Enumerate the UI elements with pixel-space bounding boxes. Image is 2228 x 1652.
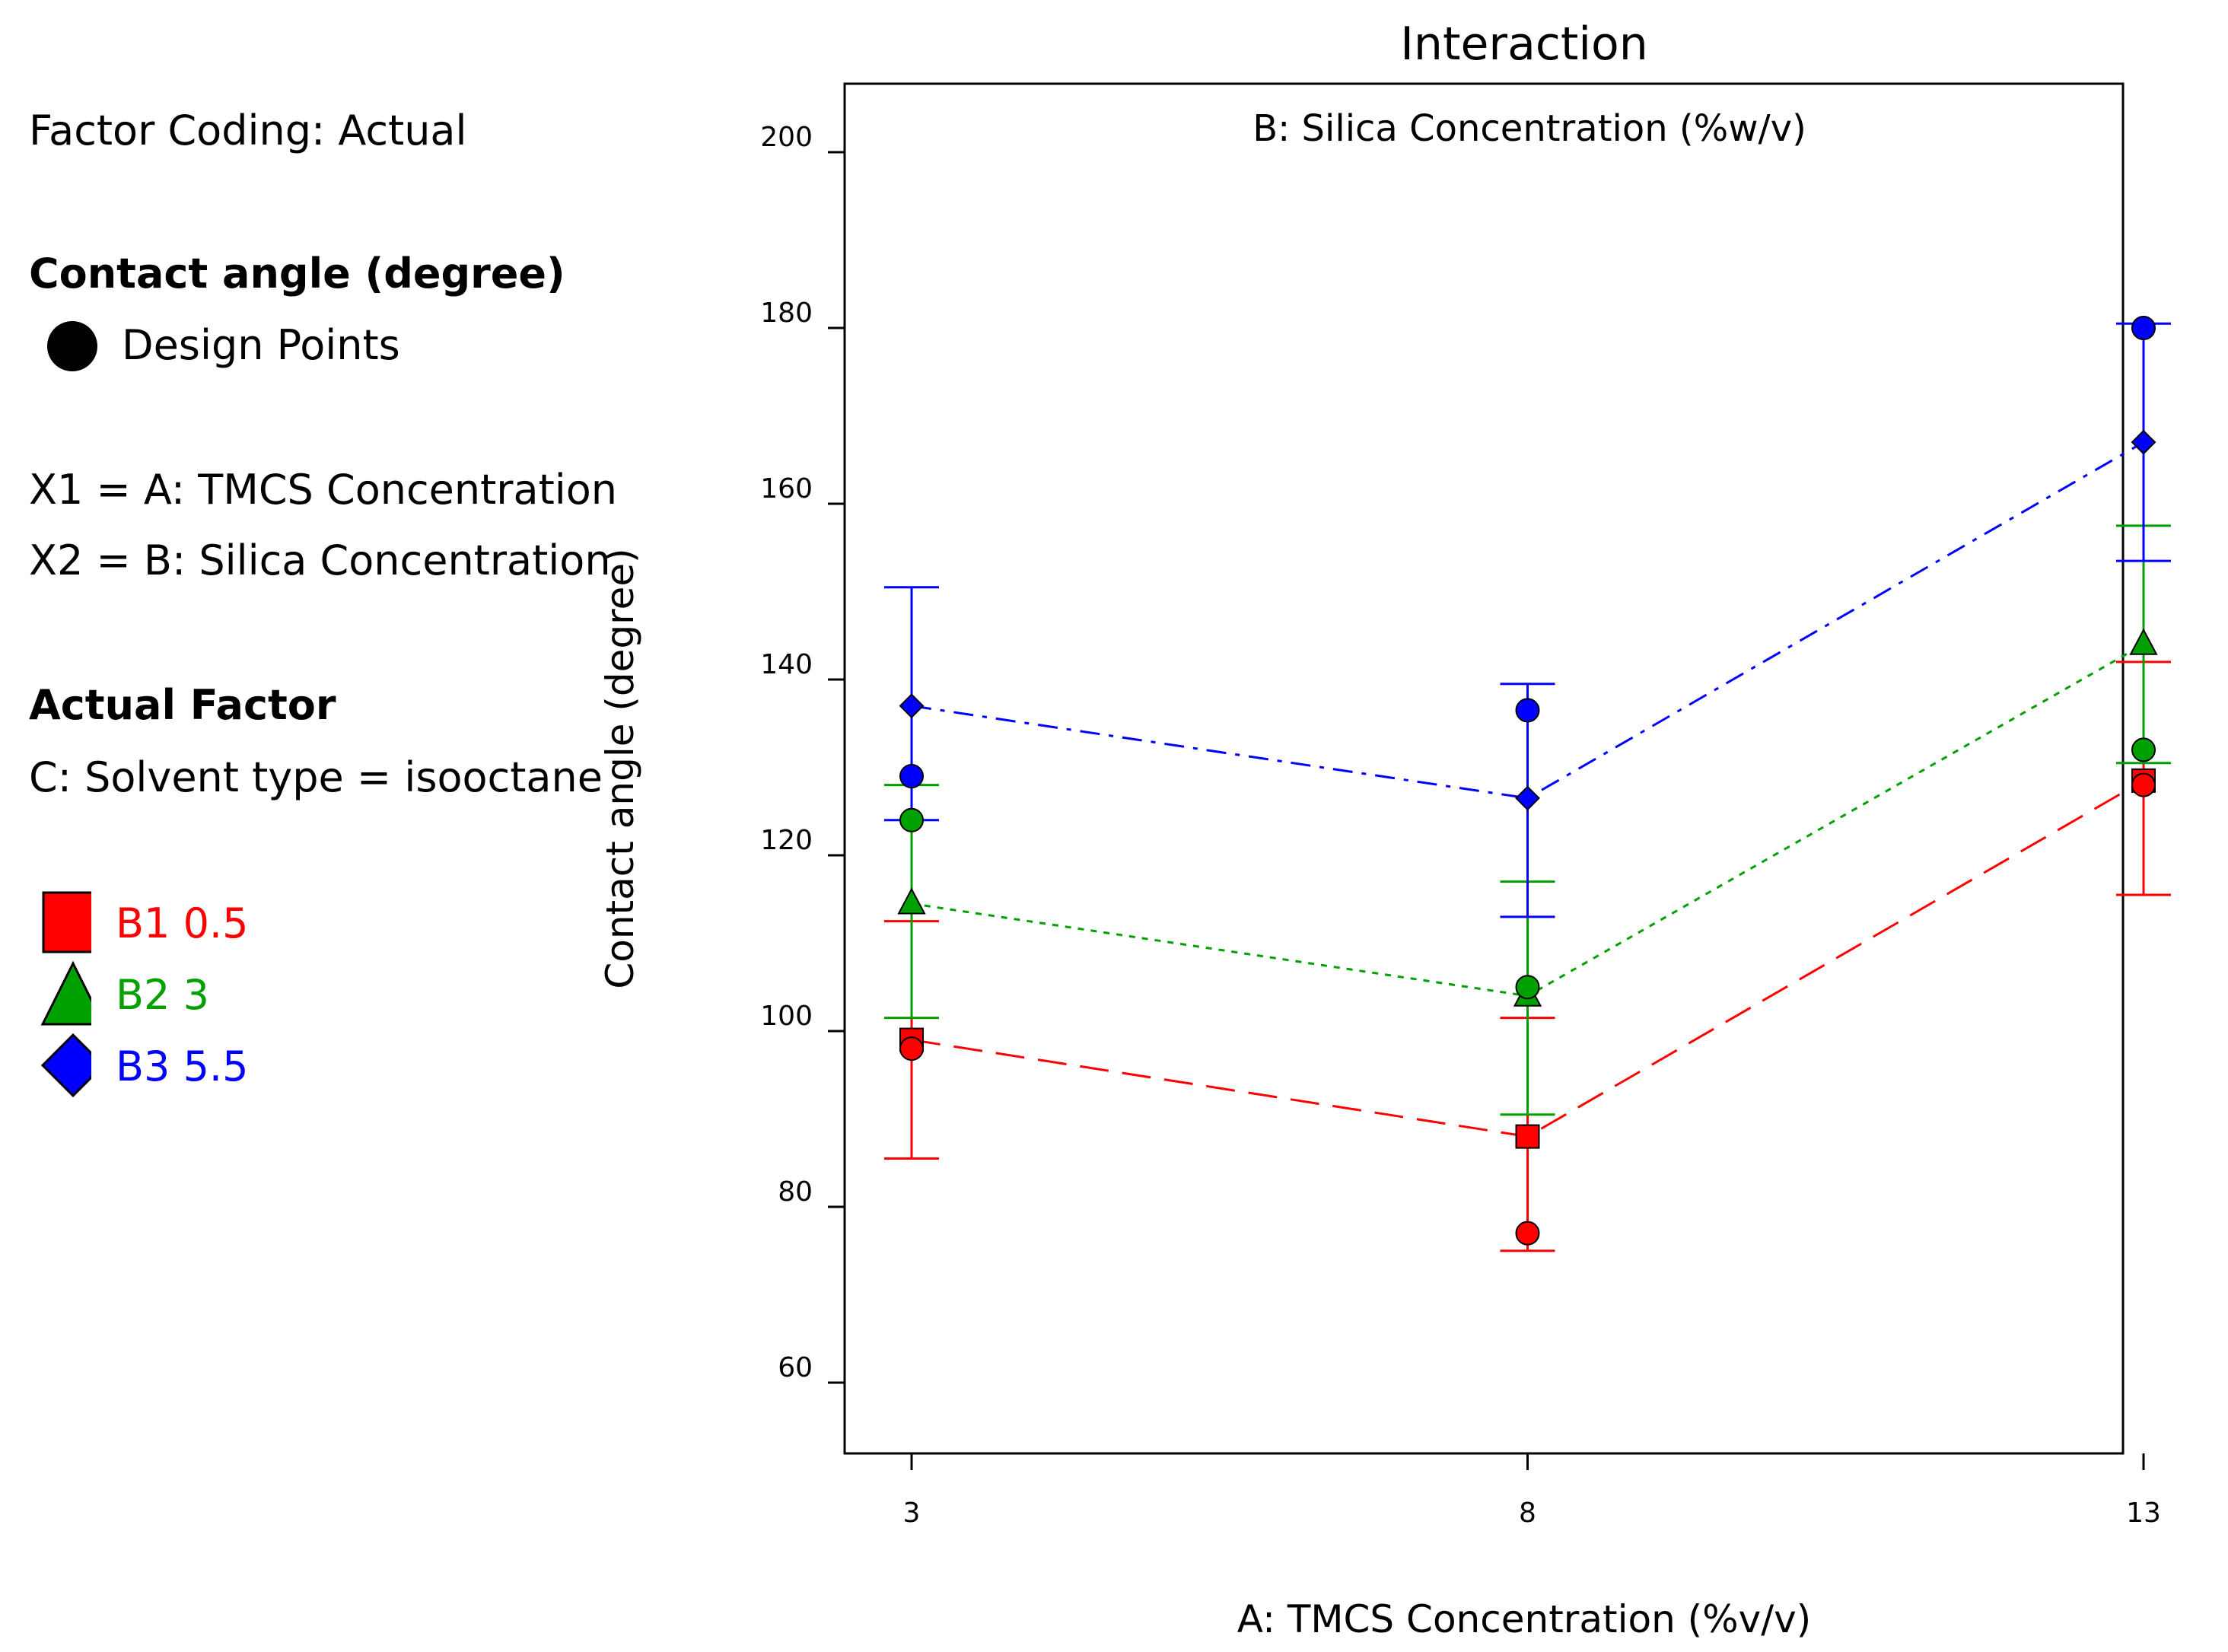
x-tick-label: 8	[1519, 1498, 1536, 1529]
response-title: Contact angle (degree)	[29, 250, 565, 298]
design-point	[899, 764, 924, 789]
x1-label: X1 = A: TMCS Concentration	[29, 466, 618, 514]
y-tick-label: 140	[760, 649, 813, 680]
x-tick-label: 3	[903, 1498, 921, 1529]
y-tick-label: 60	[778, 1352, 813, 1383]
diamond-marker-icon	[40, 1033, 91, 1098]
diamond-marker	[899, 693, 925, 719]
y-tick-label: 180	[760, 298, 813, 329]
design-point	[2131, 737, 2156, 762]
square-marker-icon	[42, 891, 91, 953]
design-point	[2131, 316, 2156, 340]
factor-coding-label: Factor Coding: Actual	[29, 107, 467, 154]
y-tick-label: 120	[760, 825, 813, 856]
y-tick-label: 100	[760, 1001, 813, 1032]
design-points	[899, 316, 2156, 1246]
design-point	[1515, 1221, 1540, 1246]
chart-subtitle: B: Silica Concentration (%w/v)	[1252, 107, 1806, 150]
square-marker	[1515, 1124, 1540, 1149]
diamond-marker	[2131, 429, 2156, 455]
triangle-marker-icon	[40, 960, 91, 1026]
y-tick-label: 80	[778, 1176, 813, 1208]
design-point	[1515, 975, 1540, 1000]
legend-b1-label: B1 0.5	[116, 899, 249, 947]
x-tick-label: 13	[2126, 1498, 2161, 1529]
plot-frame	[843, 82, 2125, 1455]
design-point	[1515, 698, 1540, 723]
triangle-marker	[2129, 628, 2158, 655]
design-point-legend-icon	[47, 321, 97, 371]
actual-factor-value: C: Solvent type = isooctane	[29, 753, 603, 801]
x2-label: X2 = B: Silica Concentration	[29, 536, 611, 584]
y-axis-label: Contact angle (degree)	[598, 548, 642, 988]
design-points-label: Design Points	[122, 321, 400, 369]
design-point	[899, 807, 924, 832]
design-point	[899, 1036, 924, 1062]
x-axis-label: A: TMCS Concentration (%v/v)	[1237, 1597, 1811, 1641]
series-legend-icons	[40, 891, 91, 1098]
series-line	[911, 441, 2144, 800]
legend-b2-label: B2 3	[116, 971, 209, 1019]
legend-b3-label: B3 5.5	[116, 1042, 249, 1090]
diamond-marker	[1515, 785, 1540, 811]
axes: 60 80 100 120 140 160 180 200 3 8 13	[760, 122, 2161, 1529]
actual-factor-title: Actual Factor	[29, 681, 336, 729]
y-tick-label: 200	[760, 122, 813, 153]
design-point	[2131, 772, 2156, 797]
chart-title: Interaction	[1400, 18, 1648, 71]
triangle-marker	[897, 887, 926, 915]
y-tick-label: 160	[760, 473, 813, 505]
